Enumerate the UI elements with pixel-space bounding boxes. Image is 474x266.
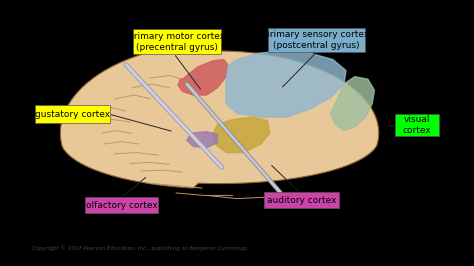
Text: Motor & Sensory: Motor & Sensory <box>132 17 342 37</box>
Polygon shape <box>187 132 218 148</box>
Polygon shape <box>178 60 228 95</box>
Text: primary motor cortex
(precentral gyrus): primary motor cortex (precentral gyrus) <box>128 32 226 52</box>
Polygon shape <box>331 77 374 131</box>
FancyBboxPatch shape <box>395 114 439 136</box>
Polygon shape <box>60 44 379 188</box>
FancyBboxPatch shape <box>35 105 109 123</box>
FancyBboxPatch shape <box>264 192 338 208</box>
Text: Copyright © 2007 Pearson Education, Inc., publishing as Benjamin Cummings: Copyright © 2007 Pearson Education, Inc.… <box>32 245 247 251</box>
Text: olfactory cortex: olfactory cortex <box>86 201 157 210</box>
Polygon shape <box>226 51 346 117</box>
Text: gustatory cortex: gustatory cortex <box>35 110 110 119</box>
FancyBboxPatch shape <box>268 28 365 52</box>
FancyBboxPatch shape <box>85 197 158 213</box>
Text: auditory cortex: auditory cortex <box>266 196 336 205</box>
Text: primary sensory cortex
(postcentral gyrus): primary sensory cortex (postcentral gyru… <box>264 30 369 50</box>
Text: visual
cortex: visual cortex <box>402 115 431 135</box>
FancyBboxPatch shape <box>133 30 221 54</box>
Polygon shape <box>213 117 270 153</box>
